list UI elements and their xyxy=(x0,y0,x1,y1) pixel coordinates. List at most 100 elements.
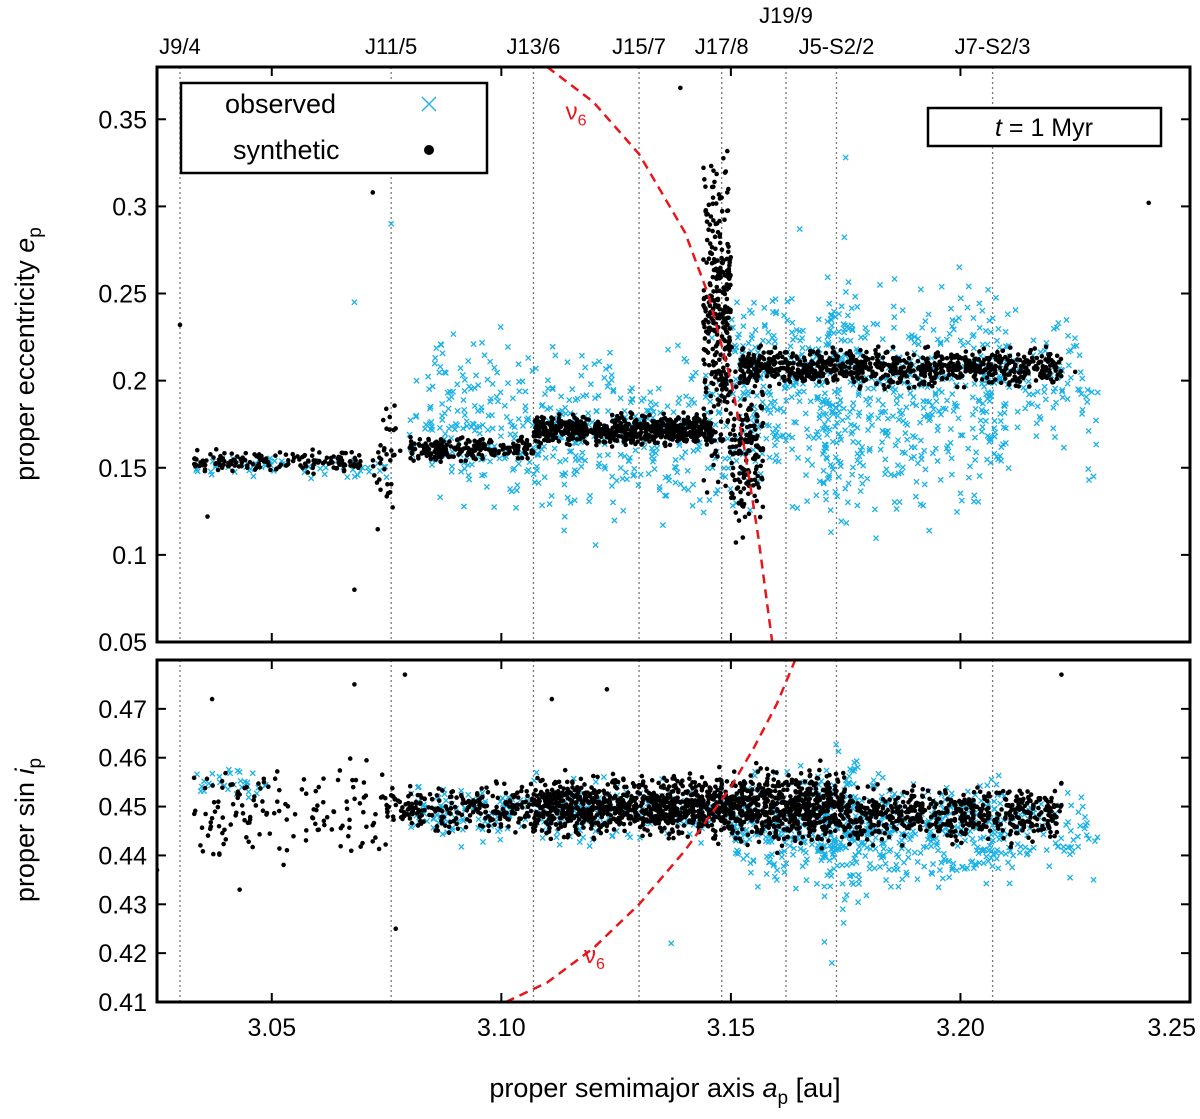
synthetic-point xyxy=(244,835,249,840)
synthetic-point xyxy=(1028,347,1034,353)
observed-point xyxy=(876,281,884,288)
observed-point xyxy=(1022,405,1029,412)
synthetic-point xyxy=(714,387,719,392)
observed-point xyxy=(317,465,324,472)
synthetic-point xyxy=(676,434,682,439)
synthetic-point xyxy=(561,420,566,425)
synthetic-point xyxy=(940,375,945,381)
observed-point xyxy=(886,866,893,873)
observed-point xyxy=(463,418,470,425)
synthetic-point xyxy=(898,358,903,364)
observed-point xyxy=(1065,362,1072,369)
observed-point xyxy=(863,892,870,899)
observed-point xyxy=(964,865,971,872)
synthetic-point xyxy=(1045,359,1051,364)
observed-point xyxy=(531,479,538,486)
observed-point xyxy=(1050,404,1057,411)
synthetic-point xyxy=(250,461,256,467)
observed-point xyxy=(856,409,863,416)
observed-point xyxy=(991,798,998,805)
synthetic-point xyxy=(1054,365,1059,370)
observed-point xyxy=(1064,789,1071,796)
synthetic-point xyxy=(979,377,985,382)
observed-point xyxy=(910,393,917,401)
synthetic-point xyxy=(341,468,347,474)
observed-point xyxy=(868,422,876,429)
observed-point xyxy=(917,437,924,444)
synthetic-point xyxy=(845,359,850,365)
observed-point xyxy=(905,333,912,340)
synthetic-point xyxy=(334,466,340,471)
observed-point xyxy=(942,857,949,864)
observed-point xyxy=(879,336,886,343)
observed-point xyxy=(876,863,884,870)
synthetic-point xyxy=(438,459,443,465)
observed-point xyxy=(552,352,559,359)
observed-point xyxy=(627,388,634,395)
observed-point xyxy=(466,383,473,390)
observed-point xyxy=(548,492,555,499)
synthetic-point xyxy=(789,354,795,360)
legend-label-observed: observed xyxy=(225,89,336,119)
synthetic-point xyxy=(219,465,225,471)
observed-point xyxy=(957,432,964,439)
observed-point xyxy=(446,388,454,395)
synthetic-point xyxy=(580,414,586,420)
observed-point xyxy=(473,372,480,379)
observed-point xyxy=(922,466,929,473)
observed-point xyxy=(697,839,705,847)
observed-point xyxy=(913,402,920,409)
synthetic-point xyxy=(702,305,707,310)
observed-point xyxy=(887,883,894,890)
observed-point xyxy=(950,860,957,867)
synthetic-point xyxy=(223,837,229,842)
observed-point xyxy=(464,461,472,469)
observed-point xyxy=(815,336,822,343)
synthetic-point xyxy=(370,464,376,469)
observed-point xyxy=(544,377,551,384)
observed-point xyxy=(859,443,866,451)
observed-point xyxy=(1033,420,1040,427)
observed-point xyxy=(972,434,979,441)
resonance-label-j17-8: J17/8 xyxy=(695,34,749,59)
synthetic-point xyxy=(421,450,427,456)
observed-point xyxy=(553,834,560,841)
synthetic-point xyxy=(516,438,521,444)
observed-point xyxy=(733,457,740,464)
observed-point xyxy=(848,860,856,867)
synthetic-point xyxy=(958,365,963,370)
synthetic-point xyxy=(622,426,627,432)
observed-point xyxy=(834,390,841,397)
synthetic-point xyxy=(198,843,203,848)
synthetic-point xyxy=(751,352,757,358)
synthetic-point xyxy=(364,758,369,763)
observed-point xyxy=(786,842,794,850)
observed-point xyxy=(1079,803,1086,810)
synthetic-point xyxy=(758,463,763,469)
observed-point xyxy=(1059,394,1066,401)
synthetic-point xyxy=(805,368,810,373)
synthetic-point xyxy=(441,439,446,444)
synthetic-point xyxy=(958,371,963,376)
synthetic-point xyxy=(728,307,733,313)
synthetic-point xyxy=(216,823,222,829)
observed-point xyxy=(783,397,790,404)
observed-point xyxy=(823,445,830,452)
observed-point xyxy=(591,361,598,368)
observed-point xyxy=(571,471,578,478)
synthetic-point xyxy=(850,375,856,381)
observed-point xyxy=(1016,849,1023,856)
observed-point xyxy=(896,498,903,506)
observed-point xyxy=(567,499,574,506)
observed-point xyxy=(843,861,850,869)
observed-point xyxy=(1058,835,1065,842)
synthetic-point xyxy=(222,451,227,456)
synthetic-point xyxy=(630,436,636,441)
synthetic-point xyxy=(727,335,732,340)
observed-point xyxy=(803,856,811,863)
synthetic-point xyxy=(1024,358,1029,364)
synthetic-point xyxy=(687,420,692,426)
synthetic-point xyxy=(335,777,341,783)
synthetic-point xyxy=(283,801,288,807)
observed-point xyxy=(566,396,573,404)
